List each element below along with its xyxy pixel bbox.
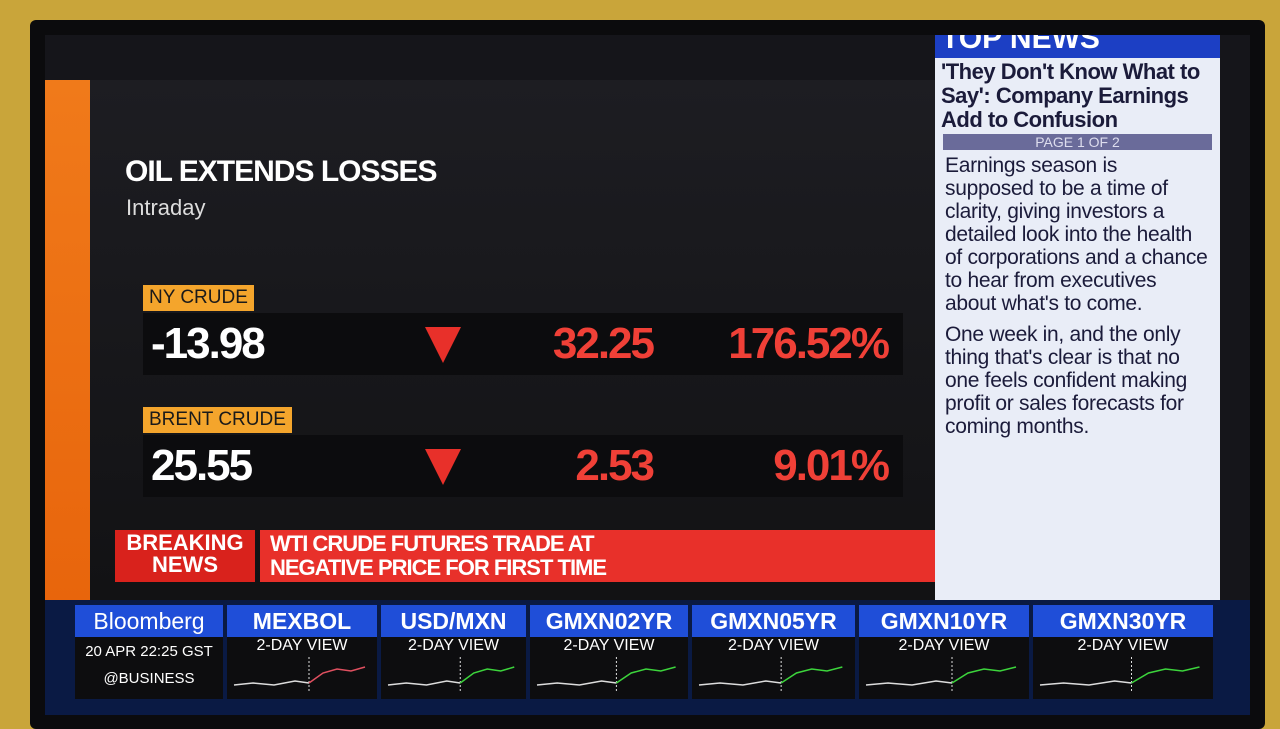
down-arrow [425,449,461,485]
quote-name: NY CRUDE [143,285,254,311]
handle: @BUSINESS [103,670,195,687]
price: 25.55 [151,441,253,490]
sparkline-now [780,666,843,684]
sparkline [536,657,676,691]
view-box: 2-DAY VIEW [530,637,688,699]
ticker-item: GMXN05YR 2-DAY VIEW [692,605,855,705]
breaking-line: NEWS [152,552,218,577]
ticker-item: GMXN10YR 2-DAY VIEW [859,605,1029,705]
sparkline [233,657,366,691]
ticker-item: USD/MXN 2-DAY VIEW [381,605,526,705]
change: 32.25 [552,319,655,368]
page-indicator: PAGE 1 OF 2 [943,134,1212,150]
screen: OIL EXTENDS LOSSES Intraday BREAKING NEW… [45,35,1250,715]
brand-info: 20 APR 22:25 GST @BUSINESS [75,637,223,699]
top-news: TOP NEWS 'They Don't Know What to Say': … [935,35,1220,620]
headline-line: WTI CRUDE FUTURES TRADE AT [270,531,595,556]
accent-strip [45,80,90,600]
view-label: 2-DAY VIEW [408,637,499,654]
symbol: GMXN05YR [692,605,855,637]
sparkline [698,657,843,691]
ticker-item: MEXBOL 2-DAY VIEW [227,605,377,705]
symbol: USD/MXN [381,605,526,637]
oil-panel: OIL EXTENDS LOSSES Intraday BREAKING NEW… [90,80,940,600]
paragraph: One week in, and the only thing that's c… [945,323,1188,438]
percent: 9.01% [773,441,890,490]
date: 20 APR [85,643,137,660]
ticker-item: GMXN02YR 2-DAY VIEW [530,605,688,705]
price: -13.98 [151,319,266,368]
sparkline [1039,657,1200,691]
view-label: 2-DAY VIEW [1077,637,1169,654]
ticker-bar: Bloomberg 20 APR 22:25 GST @BUSINESS MEX… [45,600,1250,715]
sparkline-prev [1039,680,1132,686]
percent: 176.52% [728,319,890,368]
view-box: 2-DAY VIEW [381,637,526,699]
sparkline-now [308,666,366,684]
view-label: 2-DAY VIEW [898,637,990,654]
brand: Bloomberg [75,605,223,637]
sparkline-prev [233,680,310,686]
sparkline-prev [865,680,953,686]
view-box: 2-DAY VIEW [859,637,1029,699]
panel-title: OIL EXTENDS LOSSES [125,155,438,188]
view-label: 2-DAY VIEW [728,637,819,654]
brand-box: Bloomberg 20 APR 22:25 GST @BUSINESS [75,605,223,705]
quote-row: 25.55 2.53 9.01% [143,435,903,497]
sparkline [387,657,515,691]
ticker-item: GMXN30YR 2-DAY VIEW [1033,605,1213,705]
time: 22:25 GST [140,643,213,660]
view-box: 2-DAY VIEW [1033,637,1213,699]
sparkline-now [459,666,515,684]
symbol: GMXN10YR [859,605,1029,637]
top-news-title: TOP NEWS [935,35,1220,58]
view-label: 2-DAY VIEW [563,637,655,654]
view-label: 2-DAY VIEW [256,637,348,654]
quote-row: -13.98 32.25 176.52% [143,313,903,375]
breaking-headline: WTI CRUDE FUTURES TRADE AT NEGATIVE PRIC… [260,530,940,582]
paragraph: Earnings season is supposed to be a time… [945,154,1208,315]
quote-name: BRENT CRUDE [143,407,292,433]
down-arrow [425,327,461,363]
panel-subtitle: Intraday [126,195,206,220]
sparkline-prev [698,680,782,686]
breaking-line: BREAKING [126,530,244,555]
sparkline-prev [387,680,461,686]
sparkline [865,657,1017,691]
headline-line: NEGATIVE PRICE FOR FIRST TIME [270,555,607,580]
sparkline-prev [536,680,617,686]
view-box: 2-DAY VIEW [692,637,855,699]
sparkline-now [1131,666,1200,684]
change: 2.53 [575,441,655,490]
symbol: MEXBOL [227,605,377,637]
sparkline-now [615,666,676,684]
symbol: GMXN02YR [530,605,688,637]
view-box: 2-DAY VIEW [227,637,377,699]
symbol: GMXN30YR [1033,605,1213,637]
breaking-label: BREAKING NEWS [115,530,255,582]
top-news-headline: 'They Don't Know What to Say': Company E… [941,59,1200,132]
sparkline-now [951,666,1017,684]
